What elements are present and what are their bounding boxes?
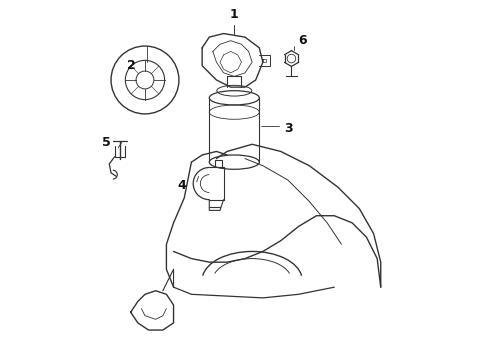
Text: 3: 3 — [284, 122, 293, 135]
Text: 4: 4 — [177, 179, 186, 192]
Text: 1: 1 — [230, 8, 239, 21]
Text: 2: 2 — [127, 59, 136, 72]
Text: 5: 5 — [102, 136, 111, 149]
Text: 6: 6 — [298, 34, 306, 47]
